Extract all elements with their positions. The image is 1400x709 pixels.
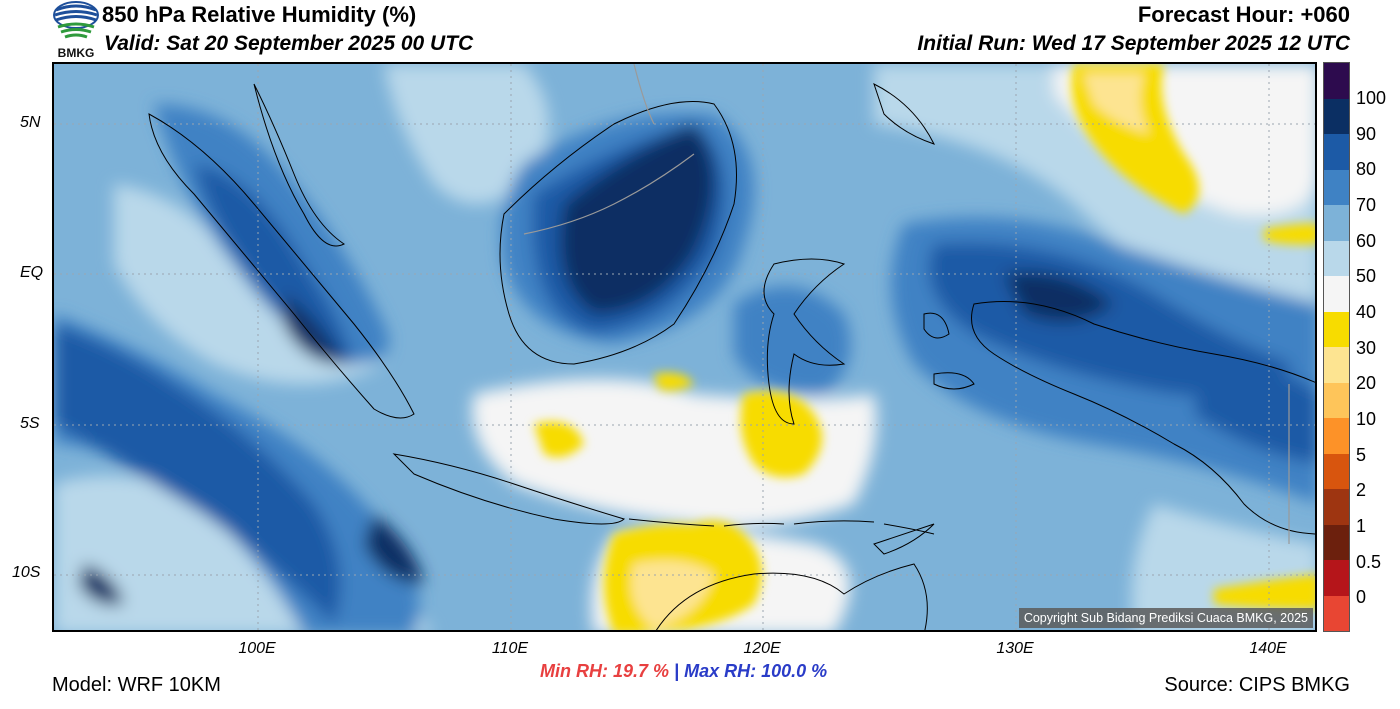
colorbar-segment xyxy=(1324,418,1349,454)
colorbar-label-20: 20 xyxy=(1356,373,1377,393)
valid-time: Valid: Sat 20 September 2025 00 UTC xyxy=(104,32,474,55)
colorbar-label-5: 5 xyxy=(1356,445,1367,465)
initial-run: Initial Run: Wed 17 September 2025 12 UT… xyxy=(917,32,1350,55)
lon-label-130e: 130E xyxy=(996,640,1034,657)
lon-label-100e: 100E xyxy=(238,640,276,657)
model-label: Model: WRF 10KM xyxy=(52,674,221,696)
colorbar-segment xyxy=(1324,311,1349,347)
colorbar-segment xyxy=(1324,169,1349,205)
colorbar-segment xyxy=(1324,134,1349,170)
max-rh: Max RH: 100.0 % xyxy=(684,661,828,681)
colorbar-segment xyxy=(1324,63,1349,99)
lat-label-5s: 5S xyxy=(20,415,40,432)
rh-map[interactable]: Copyright Sub Bidang Prediksi Cuaca BMKG… xyxy=(52,62,1317,632)
colorbar-segment xyxy=(1324,240,1349,276)
colorbar-label-90: 90 xyxy=(1356,124,1377,144)
colorbar-segment xyxy=(1324,98,1349,134)
forecast-hour: Forecast Hour: +060 xyxy=(1137,2,1350,27)
lat-label-eq: EQ xyxy=(20,264,44,281)
colorbar-segment xyxy=(1324,524,1349,560)
colorbar-label-0-5: 0.5 xyxy=(1356,552,1382,572)
rh-stats: Min RH: 19.7 % | Max RH: 100.0 % xyxy=(540,661,827,682)
colorbar-segment xyxy=(1324,453,1349,489)
lon-label-140e: 140E xyxy=(1249,640,1287,657)
lon-label-120e: 120E xyxy=(743,640,781,657)
colorbar-label-2: 2 xyxy=(1356,480,1367,500)
colorbar-label-30: 30 xyxy=(1356,338,1377,358)
colorbar-label-0: 0 xyxy=(1356,587,1367,607)
colorbar-segment xyxy=(1324,205,1349,241)
colorbar-segment xyxy=(1324,595,1349,631)
copyright-notice: Copyright Sub Bidang Prediksi Cuaca BMKG… xyxy=(1018,608,1313,628)
colorbar-label-100: 100 xyxy=(1356,88,1387,108)
colorbar-segment xyxy=(1324,489,1349,525)
colorbar-label-40: 40 xyxy=(1356,302,1377,322)
colorbar-label-80: 80 xyxy=(1356,159,1377,179)
colorbar-label-70: 70 xyxy=(1356,195,1377,215)
lat-label-10s: 10S xyxy=(12,564,41,581)
svg-text:BMKG: BMKG xyxy=(58,46,95,60)
colorbar-segment xyxy=(1324,276,1349,312)
colorbar-segment xyxy=(1324,347,1349,383)
colorbar-label-1: 1 xyxy=(1356,516,1367,536)
colorbar-segment xyxy=(1324,560,1349,596)
source-label: Source: CIPS BMKG xyxy=(1164,674,1350,696)
colorbar-label-10: 10 xyxy=(1356,409,1377,429)
colorbar-segment xyxy=(1324,382,1349,418)
colorbar-label-60: 60 xyxy=(1356,231,1377,251)
bmkg-logo: BMKG xyxy=(50,0,102,60)
min-rh: Min RH: 19.7 % xyxy=(540,661,670,681)
colorbar xyxy=(1323,62,1350,632)
lat-label-5n: 5N xyxy=(20,114,41,131)
chart-title: 850 hPa Relative Humidity (%) xyxy=(102,2,417,27)
stats-separator: | xyxy=(674,661,680,681)
colorbar-label-50: 50 xyxy=(1356,266,1377,286)
lon-label-110e: 110E xyxy=(491,640,529,657)
